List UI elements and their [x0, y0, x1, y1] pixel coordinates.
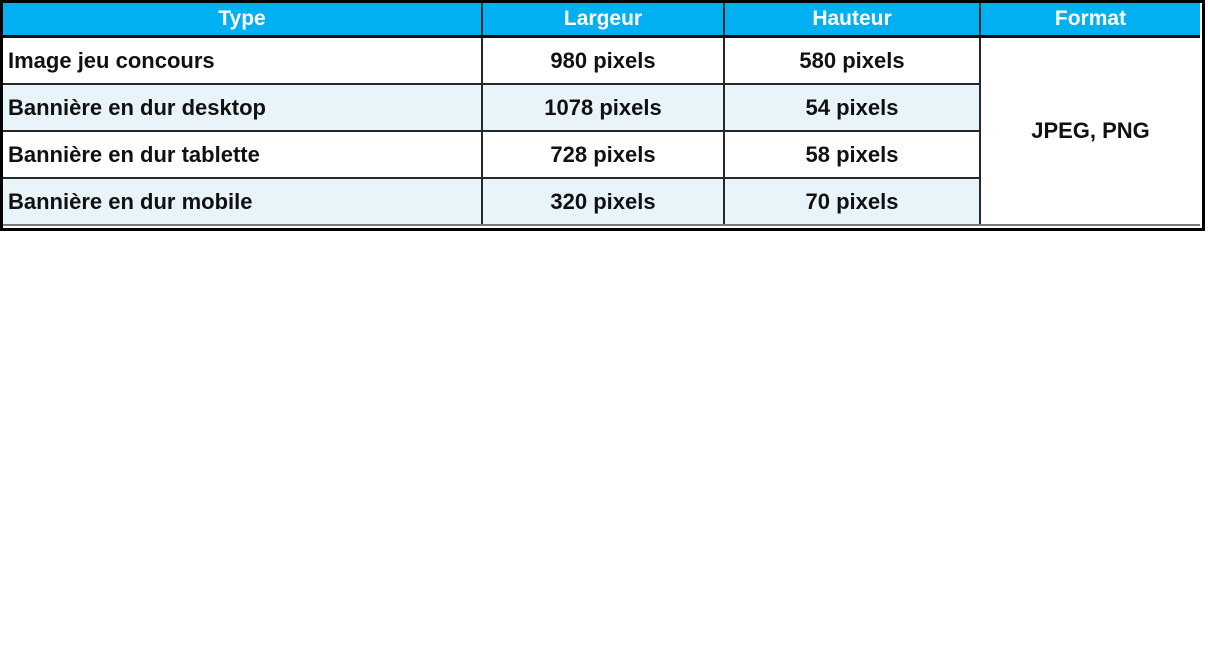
hauteur-cell: 70 pixels: [723, 177, 981, 226]
table-row: Bannière en dur desktop 1078 pixels 54 p…: [3, 83, 1200, 132]
header-cell-largeur: Largeur: [481, 3, 725, 38]
hauteur-cell: 580 pixels: [723, 35, 981, 85]
type-cell: Bannière en dur mobile: [3, 177, 483, 226]
table-row: Bannière en dur mobile 320 pixels 70 pix…: [3, 177, 1200, 226]
largeur-cell: 1078 pixels: [481, 83, 725, 132]
image-spec-table: Type Largeur Hauteur Format Image jeu co…: [3, 3, 1200, 226]
header-cell-type: Type: [3, 3, 483, 38]
hauteur-cell: 58 pixels: [723, 130, 981, 179]
type-cell: Image jeu concours: [3, 35, 483, 85]
hauteur-cell: 54 pixels: [723, 83, 981, 132]
table-row: Image jeu concours 980 pixels 580 pixels…: [3, 35, 1200, 226]
largeur-cell: 980 pixels: [481, 35, 725, 85]
largeur-cell: 728 pixels: [481, 130, 725, 179]
header-cell-format: Format: [979, 3, 1200, 38]
spec-table-frame: Type Largeur Hauteur Format Image jeu co…: [0, 0, 1205, 231]
table-row: Bannière en dur tablette 728 pixels 58 p…: [3, 130, 1200, 179]
header-cell-hauteur: Hauteur: [723, 3, 981, 38]
format-cell: JPEG, PNG: [979, 35, 1200, 226]
type-cell: Bannière en dur tablette: [3, 130, 483, 179]
largeur-cell: 320 pixels: [481, 177, 725, 226]
header-row: Type Largeur Hauteur Format: [3, 3, 1200, 38]
type-cell: Bannière en dur desktop: [3, 83, 483, 132]
